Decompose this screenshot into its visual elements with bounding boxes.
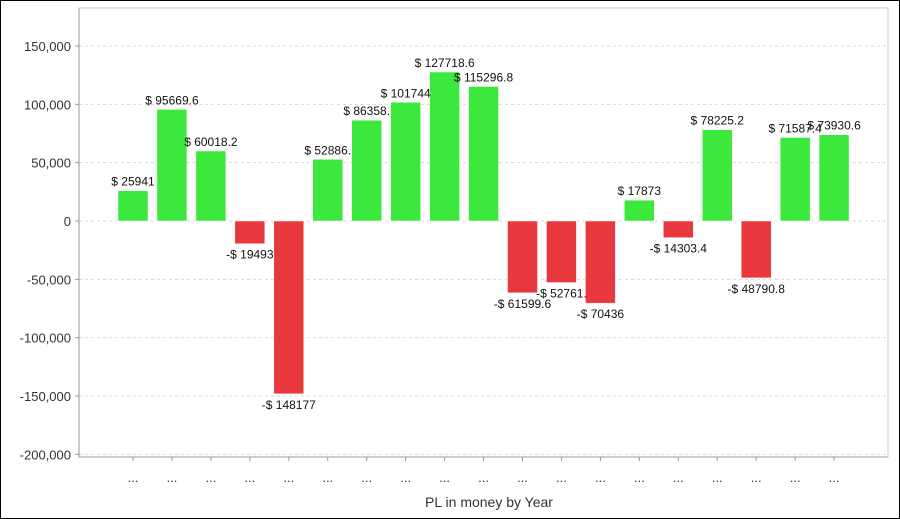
bar bbox=[234, 220, 266, 244]
axes: -200,000 -150,000 -100,000 -50,000 0 50,000 10… bbox=[20, 7, 889, 485]
bar bbox=[429, 71, 460, 222]
bar bbox=[624, 199, 655, 222]
data-label: $ 25941 bbox=[111, 175, 155, 189]
bar bbox=[507, 220, 538, 294]
data-label: -$ 61599.6 bbox=[494, 297, 552, 311]
bar bbox=[740, 220, 772, 279]
x-tick-label: ... bbox=[673, 470, 684, 485]
y-tick-label: 150,000 bbox=[24, 39, 71, 54]
y-tick-label: -50,000 bbox=[27, 272, 71, 287]
x-tick-label: ... bbox=[439, 470, 450, 485]
data-label: $ 78225.2 bbox=[691, 114, 745, 128]
data-label: -$ 14303.4 bbox=[650, 242, 708, 256]
x-tick-label: ... bbox=[634, 470, 645, 485]
y-tick-label: -100,000 bbox=[20, 331, 71, 346]
bar bbox=[702, 129, 733, 222]
data-label: $ 95669.6 bbox=[145, 93, 199, 107]
data-label: $ 101744 bbox=[381, 86, 431, 100]
x-tick-label: ... bbox=[595, 470, 606, 485]
data-label: -$ 148177 bbox=[262, 398, 316, 412]
bar bbox=[818, 134, 850, 222]
x-tick-label: ... bbox=[128, 470, 139, 485]
bar bbox=[546, 220, 577, 283]
bar bbox=[585, 220, 616, 304]
data-label: $ 52886. bbox=[304, 143, 351, 157]
data-label: -$ 52761. bbox=[536, 287, 587, 301]
data-label: $ 115296.8 bbox=[454, 70, 513, 84]
data-label: $ 127718.6 bbox=[415, 56, 475, 70]
data-label: $ 86358. bbox=[343, 104, 390, 118]
x-tick-label: ... bbox=[361, 470, 372, 485]
y-tick-label: 50,000 bbox=[31, 156, 71, 171]
bar bbox=[195, 150, 227, 222]
x-tick-label: ... bbox=[478, 470, 489, 485]
bar bbox=[468, 86, 499, 222]
x-axis-title: PL in money by Year bbox=[425, 494, 553, 510]
data-label: $ 73930.6 bbox=[807, 119, 861, 133]
x-tick-label: ... bbox=[400, 470, 411, 485]
x-tick-label: ... bbox=[712, 470, 723, 485]
data-label: $ 17873 bbox=[618, 184, 662, 198]
x-tick-label: ... bbox=[751, 470, 762, 485]
bar bbox=[312, 159, 343, 222]
y-tick-label: 0 bbox=[64, 214, 71, 229]
bar bbox=[156, 109, 188, 222]
x-tick-label: ... bbox=[244, 470, 255, 485]
x-tick-label: ... bbox=[205, 470, 216, 485]
data-label: $ 60018.2 bbox=[184, 135, 238, 149]
bar bbox=[663, 220, 694, 238]
data-label: $ 71587.4 bbox=[768, 121, 822, 135]
x-tick-label: ... bbox=[556, 470, 567, 485]
data-labels: $ 25941 $ 95669.6 $ 60018.2 -$ 19493 -$ 1481… bbox=[111, 56, 861, 412]
y-tick-label: -200,000 bbox=[20, 447, 71, 462]
x-tick-label: ... bbox=[790, 470, 801, 485]
y-tick-label: 100,000 bbox=[24, 97, 71, 112]
x-tick-label: ... bbox=[322, 470, 333, 485]
data-label: -$ 48790.8 bbox=[728, 282, 786, 296]
y-tick-label: -150,000 bbox=[20, 389, 71, 404]
data-label: -$ 70436 bbox=[577, 307, 625, 321]
x-tick-label: ... bbox=[517, 470, 528, 485]
x-tick-label: ... bbox=[283, 470, 294, 485]
bars bbox=[117, 71, 850, 395]
bar bbox=[390, 102, 421, 222]
x-tick-label: ... bbox=[829, 470, 840, 485]
data-label: -$ 19493 bbox=[226, 248, 274, 262]
x-tick-label: ... bbox=[167, 470, 178, 485]
bar bbox=[779, 137, 811, 222]
bar bbox=[273, 220, 305, 395]
bar bbox=[351, 119, 382, 222]
bar bbox=[117, 190, 149, 222]
